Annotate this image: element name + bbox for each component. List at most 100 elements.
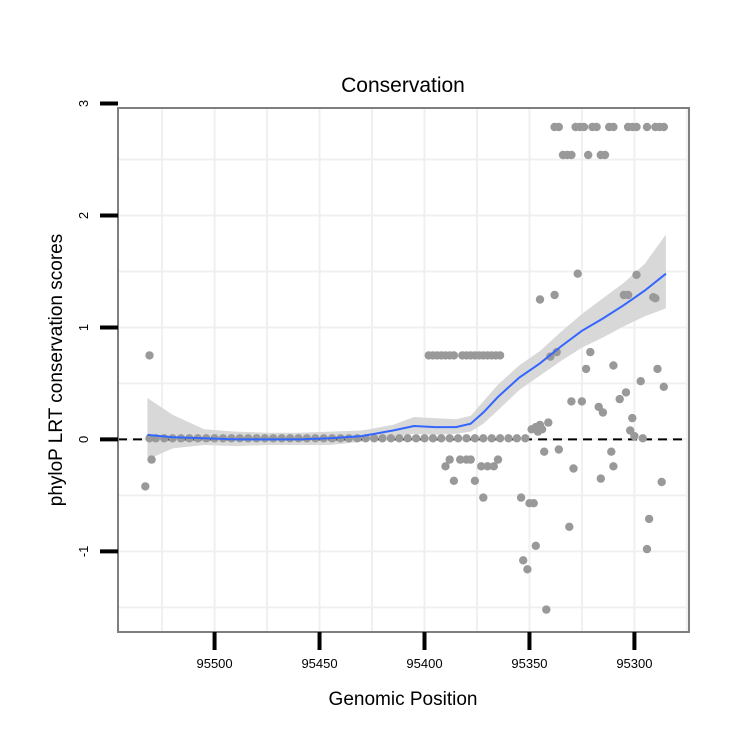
y-tick-label: 3 — [76, 100, 91, 107]
data-point — [466, 455, 475, 464]
data-point — [495, 351, 505, 360]
data-point — [540, 447, 549, 456]
data-point — [395, 434, 404, 443]
data-point — [615, 394, 624, 404]
data-point — [642, 122, 652, 132]
smooth-line — [147, 272, 667, 441]
data-point — [636, 377, 645, 386]
data-point — [644, 514, 654, 524]
data-point — [244, 434, 253, 443]
data-point — [285, 434, 295, 443]
data-point — [554, 122, 563, 132]
data-point — [369, 434, 379, 443]
data-point — [554, 445, 563, 454]
data-point — [542, 605, 551, 614]
y-axis-label: phyloP LRT conservation scores — [46, 234, 67, 507]
data-point — [477, 462, 486, 471]
data-point — [638, 434, 647, 443]
data-point — [657, 477, 666, 487]
data-point — [493, 455, 503, 464]
data-point — [598, 408, 608, 417]
x-tick-label: 95350 — [511, 656, 547, 671]
data-point — [504, 434, 513, 443]
data-point — [600, 150, 610, 160]
data-point — [550, 290, 559, 300]
data-point — [489, 462, 498, 471]
confidence-ribbon-layer — [147, 234, 666, 460]
data-point — [565, 522, 574, 531]
data-point — [449, 351, 459, 360]
data-point — [141, 482, 150, 491]
data-point — [235, 434, 244, 443]
data-point — [628, 413, 637, 423]
data-point — [269, 434, 278, 443]
y-tick-label: 0 — [76, 436, 91, 443]
data-point — [653, 364, 662, 374]
data-point — [581, 364, 591, 374]
data-point — [537, 425, 547, 434]
data-point — [586, 347, 595, 357]
data-point — [495, 434, 505, 443]
confidence-ribbon — [147, 234, 666, 460]
data-point — [428, 434, 438, 443]
data-point — [277, 434, 286, 443]
data-point — [456, 455, 465, 464]
data-point — [462, 434, 471, 443]
data-point — [512, 434, 522, 443]
data-point — [441, 462, 450, 471]
data-point — [659, 122, 668, 132]
data-point — [592, 122, 601, 132]
data-point — [609, 361, 618, 370]
data-point — [386, 434, 396, 443]
data-point — [437, 434, 446, 443]
data-point — [567, 150, 576, 160]
data-point — [403, 434, 412, 443]
data-point — [535, 295, 545, 304]
data-point — [651, 294, 660, 303]
data-point — [449, 476, 459, 485]
data-point — [453, 434, 463, 443]
data-point — [577, 397, 587, 406]
data-point — [579, 122, 589, 132]
y-tick-label: -1 — [76, 546, 91, 558]
data-point — [147, 455, 156, 464]
data-point — [630, 431, 639, 441]
data-point — [411, 434, 421, 443]
data-point — [521, 434, 530, 443]
x-axis-label: Genomic Position — [329, 689, 478, 710]
data-point — [344, 434, 354, 443]
data-point — [544, 418, 553, 427]
data-point — [573, 269, 582, 278]
data-point — [252, 434, 261, 443]
data-point — [567, 397, 576, 406]
data-point — [487, 434, 496, 443]
data-point — [659, 382, 668, 391]
data-point — [145, 351, 154, 360]
data-point — [609, 122, 618, 132]
data-point — [607, 447, 616, 456]
smooth-line-layer — [147, 272, 667, 441]
data-point — [260, 434, 270, 443]
data-point — [479, 434, 488, 443]
data-point — [483, 462, 492, 471]
x-tick-label: 95500 — [196, 656, 232, 671]
grid-lines — [118, 108, 689, 632]
data-point — [584, 150, 593, 160]
data-point — [531, 541, 540, 550]
axes: 95500 95450 95400 95350 95300 -1 0 1 2 3 — [76, 100, 652, 671]
data-point — [420, 434, 429, 443]
data-point — [632, 270, 641, 279]
data-point — [523, 565, 532, 574]
data-point — [596, 474, 605, 483]
x-tick-label: 95400 — [406, 656, 442, 671]
chart-title: Conservation — [341, 74, 465, 97]
data-point — [470, 476, 480, 485]
data-point — [623, 290, 633, 300]
data-point — [479, 493, 488, 502]
data-point — [569, 464, 578, 473]
panel-border — [117, 107, 690, 633]
data-point — [621, 388, 631, 397]
data-point — [642, 544, 652, 554]
data-point — [378, 434, 387, 443]
